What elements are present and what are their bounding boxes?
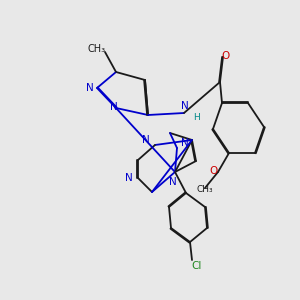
Text: O: O xyxy=(221,51,229,61)
Text: N: N xyxy=(110,102,118,112)
Text: N: N xyxy=(125,173,133,183)
Text: N: N xyxy=(142,135,150,145)
Text: N: N xyxy=(181,101,189,111)
Text: Cl: Cl xyxy=(192,261,202,271)
Text: N: N xyxy=(181,138,189,148)
Text: O: O xyxy=(210,166,218,176)
Text: CH₃: CH₃ xyxy=(88,44,106,54)
Text: N: N xyxy=(86,83,94,93)
Text: H: H xyxy=(193,112,200,122)
Text: CH₃: CH₃ xyxy=(197,184,213,194)
Text: N: N xyxy=(169,177,177,187)
